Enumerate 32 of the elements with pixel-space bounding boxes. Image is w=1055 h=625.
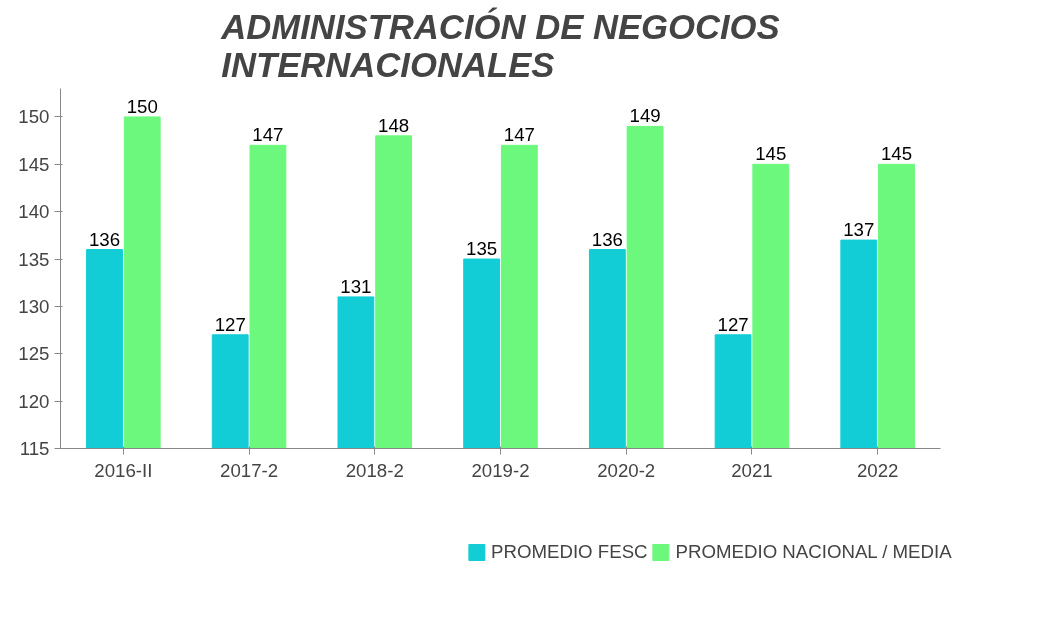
x-tick-label: 2019-2 — [471, 459, 530, 481]
legend-label: PROMEDIO NACIONAL / MEDIA — [675, 540, 952, 563]
data-label: 135 — [466, 238, 498, 260]
x-tick-label: 2020-2 — [597, 459, 656, 481]
y-tick-label: 115 — [19, 438, 50, 459]
x-tick-label: 2017-2 — [220, 459, 279, 481]
data-label: 131 — [340, 275, 372, 297]
data-label: 149 — [629, 105, 661, 127]
data-label: 147 — [252, 124, 284, 146]
y-tick-label: 120 — [18, 390, 50, 412]
data-label: 148 — [378, 114, 410, 136]
y-tick-label: 150 — [18, 106, 50, 128]
data-label: 127 — [214, 313, 246, 335]
data-label: 127 — [717, 313, 749, 335]
x-tick-label: 2021 — [731, 459, 773, 481]
legend-label: PROMEDIO FESC — [491, 540, 648, 563]
chart-title: ADMINISTRACIÓN DE NEGOCIOS INTERNACIONALES — [220, 6, 780, 84]
data-label: 147 — [503, 124, 535, 146]
data-label: 150 — [126, 95, 158, 117]
data-label: 145 — [755, 143, 787, 165]
x-tick-label: 2016-II — [94, 459, 153, 481]
y-tick-label: 130 — [18, 295, 50, 317]
data-label: 136 — [591, 228, 623, 250]
data-label: 145 — [880, 143, 913, 165]
y-tick-label: 135 — [18, 248, 50, 270]
data-label: 137 — [843, 219, 875, 241]
data-label: 136 — [88, 228, 121, 250]
y-tick-label: 140 — [18, 201, 50, 223]
x-tick-label: 2018-2 — [345, 459, 404, 481]
y-tick-label: 145 — [18, 153, 50, 175]
y-tick-label: 125 — [18, 343, 50, 365]
x-tick-label: 2022 — [856, 459, 899, 481]
